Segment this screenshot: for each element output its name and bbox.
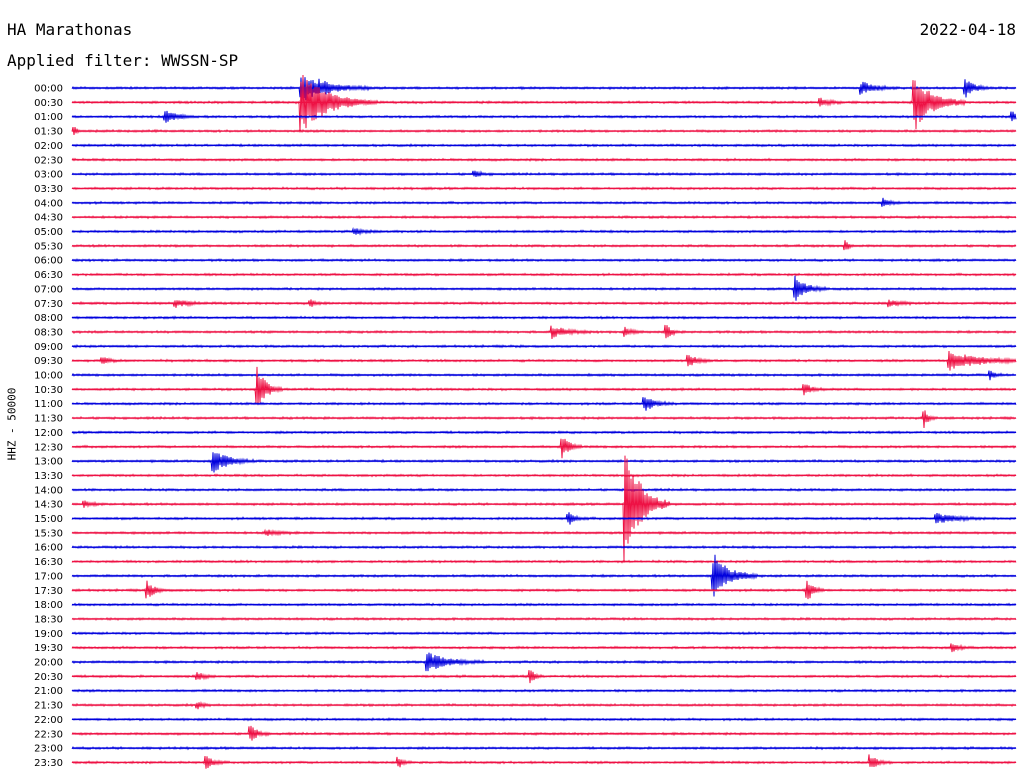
time-label-2200: 22:00 — [34, 715, 63, 726]
time-label-1800: 18:00 — [34, 600, 63, 611]
time-label-0830: 08:30 — [34, 327, 63, 338]
time-label-1230: 12:30 — [34, 442, 63, 453]
time-label-0600: 06:00 — [34, 256, 63, 267]
time-label-0530: 05:30 — [34, 241, 63, 252]
time-label-1730: 17:30 — [34, 586, 63, 597]
time-labels: 00:00 00:30 01:00 01:30 02:00 02:30 03:00 03:30… — [34, 84, 63, 769]
time-label-0100: 01:00 — [34, 112, 63, 123]
trace-1030 — [71, 366, 1017, 406]
time-label-1900: 19:00 — [34, 629, 63, 640]
time-label-1130: 11:30 — [34, 414, 63, 425]
time-label-0800: 08:00 — [34, 313, 63, 324]
time-label-0130: 01:30 — [34, 127, 63, 138]
time-label-0430: 04:30 — [34, 213, 63, 224]
time-label-1300: 13:00 — [34, 457, 63, 468]
filter-label: Applied filter: WWSSN-SP — [7, 51, 239, 70]
time-label-2230: 22:30 — [34, 729, 63, 740]
time-label-1330: 13:30 — [34, 471, 63, 482]
time-label-0200: 02:00 — [34, 141, 63, 152]
time-label-1600: 16:00 — [34, 543, 63, 554]
trace-0030 — [71, 74, 1017, 133]
trace-2330 — [71, 754, 1017, 769]
time-label-0030: 00:30 — [34, 98, 63, 109]
time-label-1200: 12:00 — [34, 428, 63, 439]
time-label-0730: 07:30 — [34, 299, 63, 310]
time-label-1430: 14:30 — [34, 500, 63, 511]
date-label: 2022-04-18 — [919, 20, 1016, 39]
station-title: HA Marathonas — [7, 20, 133, 39]
trace-0700 — [71, 275, 1017, 301]
time-label-2330: 23:30 — [34, 758, 63, 769]
time-label-1500: 15:00 — [34, 514, 63, 525]
time-label-1400: 14:00 — [34, 485, 63, 496]
trace-1130 — [71, 410, 1017, 429]
time-label-0300: 03:00 — [34, 170, 63, 181]
trace-2130 — [71, 700, 1017, 710]
time-label-2030: 20:30 — [34, 672, 63, 683]
time-label-1000: 10:00 — [34, 371, 63, 382]
time-label-0330: 03:30 — [34, 184, 63, 195]
time-label-1630: 16:30 — [34, 557, 63, 568]
time-label-1530: 15:30 — [34, 528, 63, 539]
time-label-0700: 07:00 — [34, 284, 63, 295]
trace-lines — [71, 74, 1017, 769]
time-label-0930: 09:30 — [34, 356, 63, 367]
time-label-1100: 11:00 — [34, 399, 63, 410]
time-label-0630: 06:30 — [34, 270, 63, 281]
time-label-1700: 17:00 — [34, 571, 63, 582]
time-label-0000: 00:00 — [34, 84, 63, 95]
time-label-1930: 19:30 — [34, 643, 63, 654]
trace-0530 — [71, 240, 1017, 251]
time-label-0230: 02:30 — [34, 155, 63, 166]
time-label-1030: 10:30 — [34, 385, 63, 396]
time-label-2100: 21:00 — [34, 686, 63, 697]
time-label-1830: 18:30 — [34, 614, 63, 625]
time-label-2000: 20:00 — [34, 658, 63, 669]
time-label-0900: 09:00 — [34, 342, 63, 353]
time-label-0500: 05:00 — [34, 227, 63, 238]
time-label-2300: 23:00 — [34, 744, 63, 755]
time-label-2130: 21:30 — [34, 701, 63, 712]
time-label-0400: 04:00 — [34, 198, 63, 209]
trace-1300 — [71, 452, 1017, 473]
